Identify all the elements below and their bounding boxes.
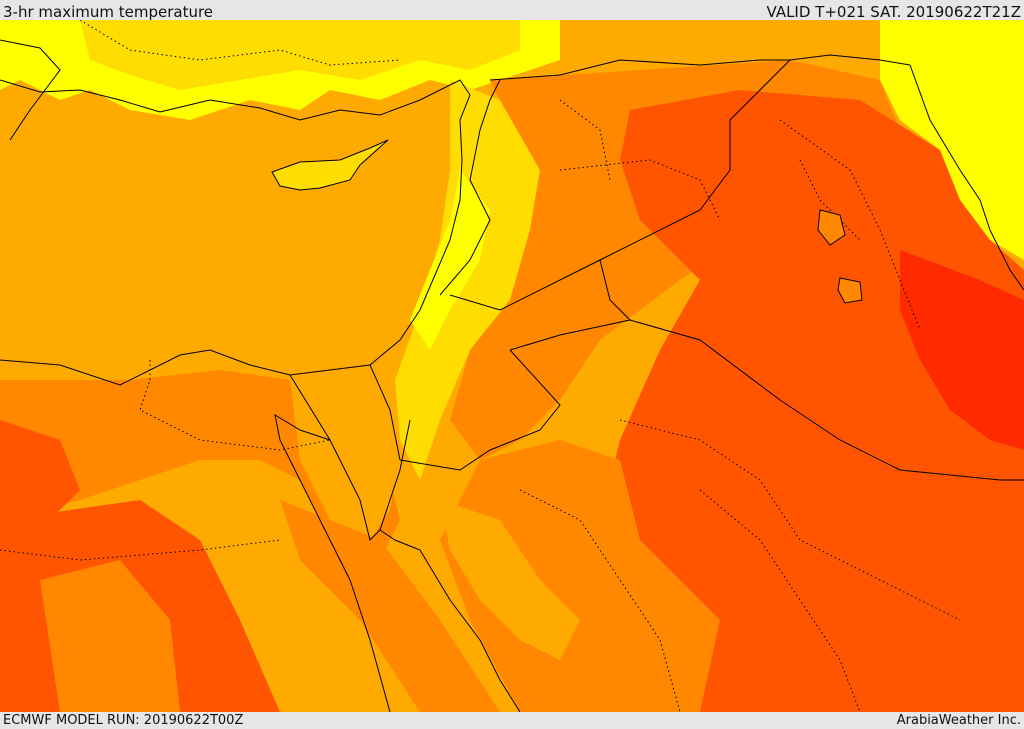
map-title: 3-hr maximum temperature — [3, 3, 214, 21]
valid-time: VALID T+021 SAT. 20190622T21Z — [766, 3, 1021, 21]
temp-region-warm-egypt-s — [40, 560, 180, 712]
temp-region-redsea-coast — [280, 500, 500, 712]
model-run-label: ECMWF MODEL RUN: 20190622T00Z — [3, 713, 244, 728]
temp-region-hottest-iraq — [900, 250, 1024, 450]
temperature-map — [0, 20, 1024, 712]
temp-region-mild-north — [80, 20, 520, 90]
credit-label: ArabiaWeather Inc. — [896, 713, 1021, 728]
header-bar: 3-hr maximum temperature VALID T+021 SAT… — [0, 0, 1024, 21]
province-boundaries — [0, 20, 961, 712]
map-panel[interactable] — [0, 20, 1024, 712]
temp-region-mild-arabia — [440, 500, 580, 660]
footer-bar: ECMWF MODEL RUN: 20190622T00Z ArabiaWeat… — [0, 712, 1024, 729]
temp-region-hot-egypt-w — [0, 420, 80, 530]
temp-region-warm-arabia — [440, 440, 720, 712]
coastlines — [0, 39, 1024, 712]
lake-tharthar — [817, 209, 846, 246]
temp-region-levant-yellow — [410, 170, 490, 350]
temp-region-cool-ne — [880, 20, 1024, 260]
temp-region-hot-iraq — [600, 90, 1024, 712]
lake-razazah — [837, 277, 863, 304]
cyprus — [271, 139, 389, 191]
country-borders — [369, 59, 1024, 481]
